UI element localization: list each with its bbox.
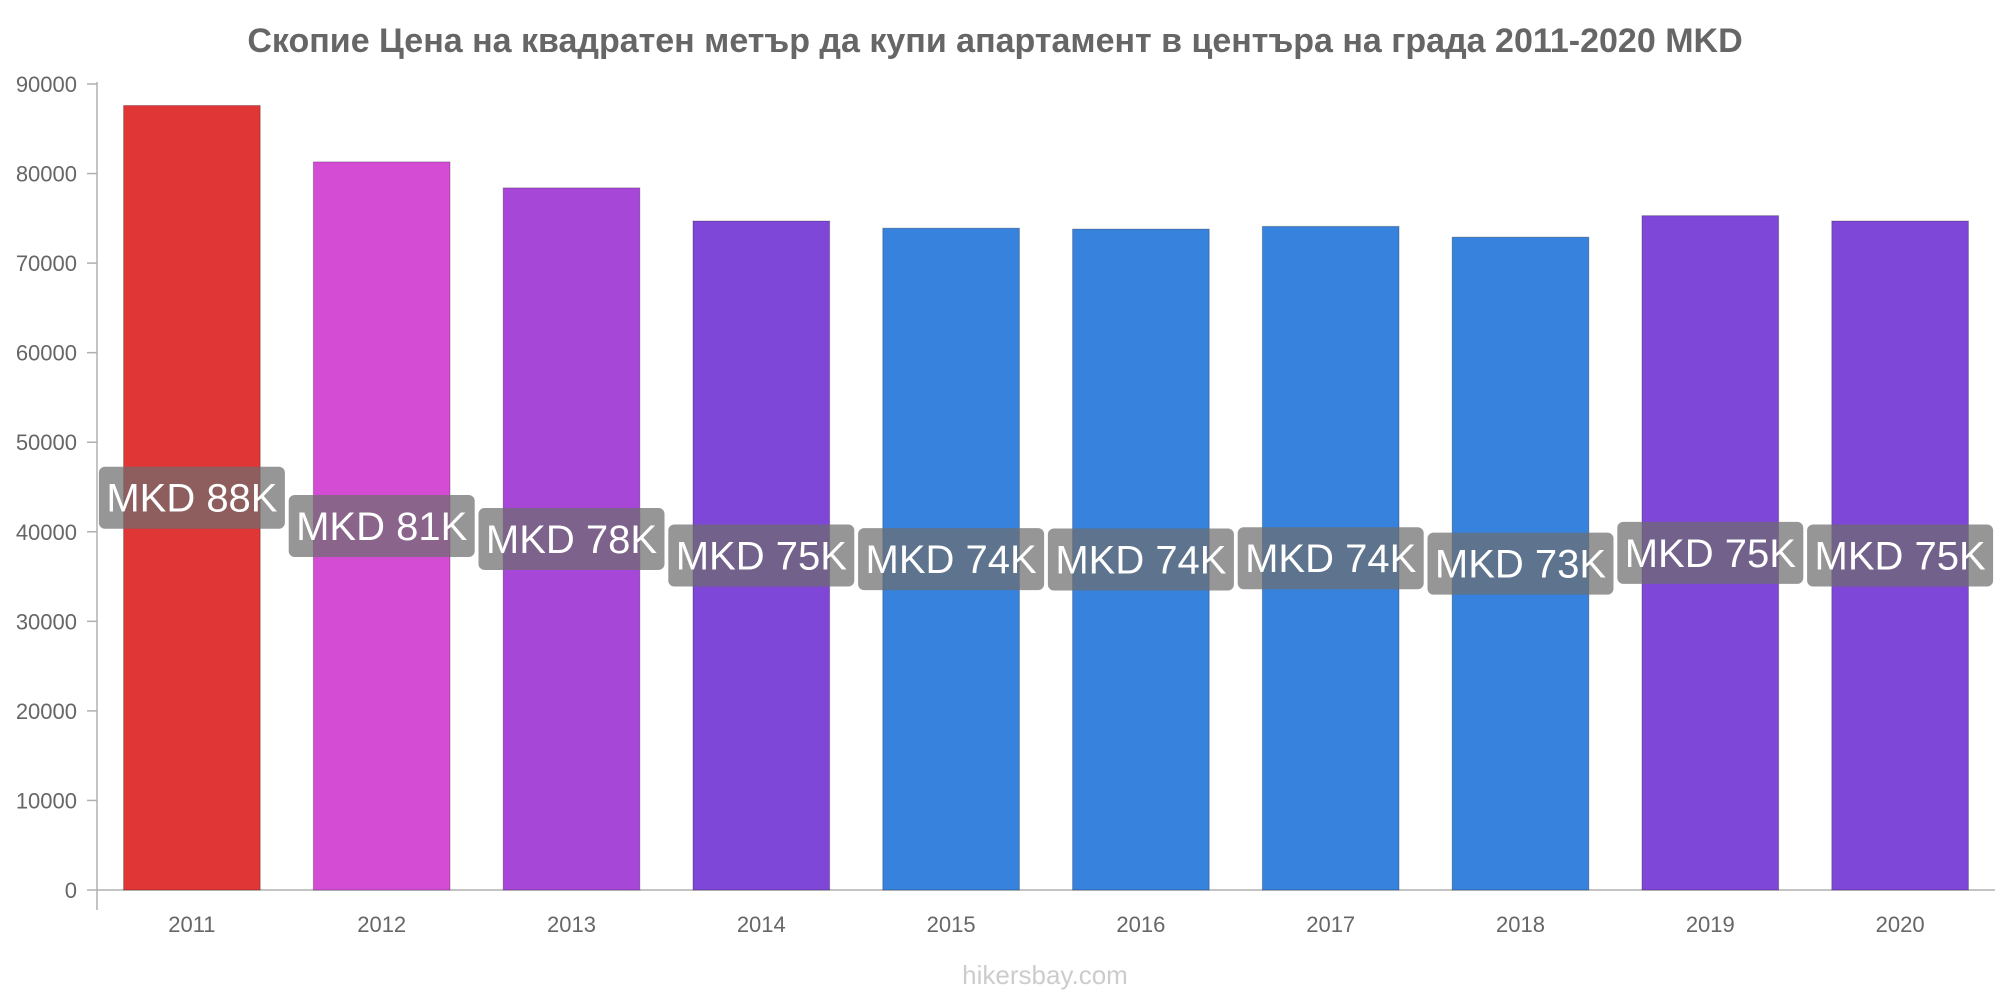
chart-title: Скопие Цена на квадратен метър да купи а… (247, 22, 1742, 60)
y-tick-label: 80000 (16, 162, 77, 187)
data-label: MKD 78K (486, 518, 657, 562)
data-label-box (858, 528, 1045, 591)
x-tick-label: 2012 (357, 912, 406, 937)
x-tick-label: 2011 (168, 912, 215, 937)
x-tick-label: 2018 (1496, 912, 1545, 937)
data-label: MKD 88K (106, 477, 277, 521)
data-label: MKD 75K (676, 535, 847, 579)
y-tick-label: 60000 (16, 341, 77, 366)
data-label-box (1047, 528, 1234, 591)
y-tick-label: 90000 (16, 72, 77, 97)
data-label-box (668, 524, 855, 587)
data-label: MKD 81K (296, 505, 467, 549)
data-label: MKD 75K (1625, 532, 1796, 576)
x-tick-label: 2014 (737, 912, 786, 937)
data-label: MKD 75K (1815, 535, 1986, 579)
watermark: hikersbay.com (962, 960, 1128, 990)
y-tick-label: 40000 (16, 520, 77, 545)
y-tick-label: 30000 (16, 609, 77, 634)
x-axis: 2011 2012 2013 2014 2015 2016 2017 2018 2019 2020 (97, 889, 1995, 937)
y-tick-label: 20000 (16, 699, 77, 724)
y-axis: 0 10000 20000 30000 40000 50000 60000 70000 8000… (16, 72, 98, 910)
data-label-box (1427, 532, 1614, 595)
data-label-box (98, 466, 285, 529)
data-label-box (288, 494, 475, 557)
y-tick-label: 50000 (16, 430, 77, 455)
x-tick-label: 2017 (1306, 912, 1355, 937)
data-label: MKD 73K (1435, 543, 1606, 587)
y-tick-label: 70000 (16, 251, 77, 276)
data-label: MKD 74K (1055, 539, 1226, 583)
data-label: MKD 74K (866, 538, 1037, 582)
x-tick-label: 2013 (547, 912, 596, 937)
y-tick-label: 0 (65, 878, 77, 903)
data-label-box (1617, 521, 1804, 584)
data-label: MKD 74K (1245, 537, 1416, 581)
data-label-box (1237, 527, 1424, 590)
x-tick-label: 2016 (1116, 912, 1165, 937)
data-label-box (1807, 524, 1994, 587)
y-tick-label: 10000 (16, 788, 77, 813)
x-tick-label: 2019 (1686, 912, 1735, 937)
x-tick-label: 2020 (1876, 912, 1925, 937)
x-tick-label: 2015 (927, 912, 976, 937)
data-labels-group: MKD 88K MKD 81K MKD 78K MKD 75K MKD 74K MKD 7… (98, 466, 1994, 595)
data-label-box (478, 507, 665, 570)
